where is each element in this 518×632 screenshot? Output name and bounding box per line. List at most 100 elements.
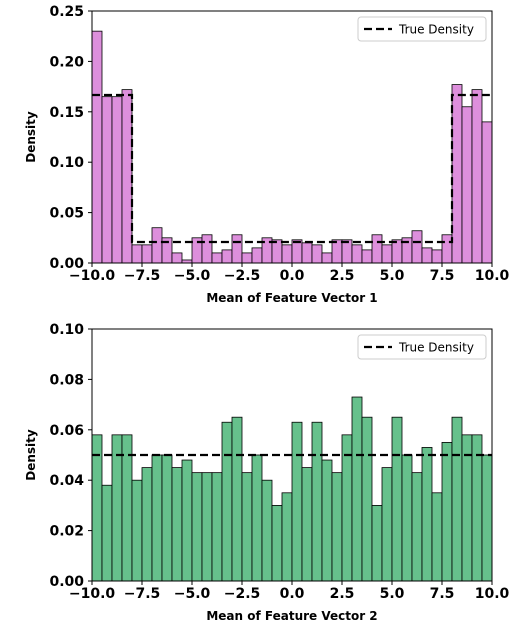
y-tick-label: 0.04 xyxy=(49,473,84,489)
histogram-bar xyxy=(201,472,213,582)
histogram-bar xyxy=(151,454,163,582)
y-tick-label: 0.05 xyxy=(49,206,84,222)
histogram-bar xyxy=(141,467,153,582)
histogram-bar xyxy=(321,459,333,582)
histogram-bar xyxy=(451,416,463,582)
y-tick-label: 0.15 xyxy=(49,105,84,121)
histogram-bar xyxy=(351,244,363,264)
histogram-bar xyxy=(421,247,433,264)
y-tick-label: 0.06 xyxy=(49,423,84,439)
x-tick-label: 2.5 xyxy=(330,586,355,602)
histogram-bar xyxy=(481,121,493,264)
histogram-bar xyxy=(441,441,453,582)
histogram-bar xyxy=(311,244,323,264)
histogram-bar xyxy=(251,247,263,264)
histogram-bar xyxy=(471,89,483,264)
histogram-bar xyxy=(291,239,303,264)
x-tick-label: 7.5 xyxy=(430,268,455,284)
x-tick-label: −7.5 xyxy=(124,268,161,284)
x-tick-label: 10.0 xyxy=(475,268,510,284)
histogram-bar xyxy=(281,244,293,264)
histogram-bar xyxy=(231,234,243,264)
histogram-bar xyxy=(261,479,273,582)
histogram-bar xyxy=(321,252,333,264)
histogram-bar xyxy=(211,252,223,264)
x-tick-label: 7.5 xyxy=(430,586,455,602)
histogram-bar xyxy=(121,434,133,582)
histogram-bar xyxy=(131,479,143,582)
y-tick-label: 0.08 xyxy=(49,372,84,388)
legend: True Density xyxy=(357,334,487,360)
histogram-bar xyxy=(431,249,443,264)
histogram-bar xyxy=(381,244,393,264)
chart-panel-2: −10.0 −7.5 −5.0 −2.5 0.0 2.5 5.0 7.5 10.0 0.00 0.0… xyxy=(24,322,510,623)
x-tick-label: −7.5 xyxy=(124,586,161,602)
x-tick-label: −5.0 xyxy=(174,268,211,284)
histogram-bar xyxy=(271,239,283,264)
histogram-bar xyxy=(111,96,123,264)
histogram-bar xyxy=(461,106,473,264)
histogram-bar xyxy=(441,234,453,264)
histogram-bar xyxy=(361,249,373,264)
histogram-bar xyxy=(311,421,323,582)
histogram-bar xyxy=(221,249,233,264)
axes-frame xyxy=(91,10,493,264)
x-tick-label: −10.0 xyxy=(69,586,116,602)
y-axis-label: Density xyxy=(24,429,38,481)
legend-box xyxy=(357,16,487,42)
histogram-bar xyxy=(241,472,253,582)
histogram-bar xyxy=(301,467,313,582)
histogram-bar xyxy=(391,416,403,582)
histogram-bar xyxy=(371,504,383,582)
histogram-bar xyxy=(121,89,133,264)
histogram-bar xyxy=(401,454,413,582)
histogram-bar xyxy=(291,421,303,582)
histogram-bar xyxy=(211,472,223,582)
histogram-bar xyxy=(201,234,213,264)
x-tick-label: 2.5 xyxy=(330,268,355,284)
y-tick-label: 0.02 xyxy=(49,524,84,540)
histogram-bar xyxy=(91,30,103,264)
histogram-bar xyxy=(481,454,493,582)
histogram-bar xyxy=(241,252,253,264)
y-tick-label: 0.10 xyxy=(49,322,84,338)
histogram-bar xyxy=(341,239,353,264)
legend: True Density xyxy=(357,16,487,42)
histogram-bar xyxy=(271,504,283,582)
histogram-bar xyxy=(341,434,353,582)
y-tick-label: 0.10 xyxy=(49,155,84,171)
histogram-bar xyxy=(471,434,483,582)
histogram-bar xyxy=(181,459,193,582)
histogram-bar xyxy=(151,227,163,264)
histogram-bar xyxy=(111,434,123,582)
histogram-bar xyxy=(411,230,423,264)
histogram-bar xyxy=(391,239,403,264)
histogram-bar xyxy=(301,242,313,264)
histogram-bar xyxy=(101,484,113,582)
x-tick-label: −10.0 xyxy=(69,268,116,284)
y-tick-label: 0.25 xyxy=(49,4,84,20)
histogram-bar xyxy=(411,472,423,582)
histogram-bar xyxy=(221,421,233,582)
true-density-line xyxy=(92,93,492,244)
histogram-bar xyxy=(351,396,363,582)
histogram-bar xyxy=(361,416,373,582)
histogram-bar xyxy=(281,492,293,582)
histogram-bar xyxy=(101,96,113,264)
legend-label: True Density xyxy=(398,341,474,355)
x-tick-label: 0.0 xyxy=(280,268,305,284)
x-tick-label: 10.0 xyxy=(475,586,510,602)
histogram-bar xyxy=(251,454,263,582)
x-tick-label: −2.5 xyxy=(224,268,261,284)
y-axis-label: Density xyxy=(24,111,38,163)
histogram-bar xyxy=(191,472,203,582)
histogram-bar xyxy=(91,434,103,582)
histogram-bar xyxy=(141,244,153,264)
x-tick-label: 5.0 xyxy=(380,586,405,602)
legend-label: True Density xyxy=(398,23,474,37)
x-tick-label: −2.5 xyxy=(224,586,261,602)
histogram-bar xyxy=(171,252,183,264)
y-tick-label: 0.20 xyxy=(49,54,84,70)
histogram-bar xyxy=(451,84,463,264)
